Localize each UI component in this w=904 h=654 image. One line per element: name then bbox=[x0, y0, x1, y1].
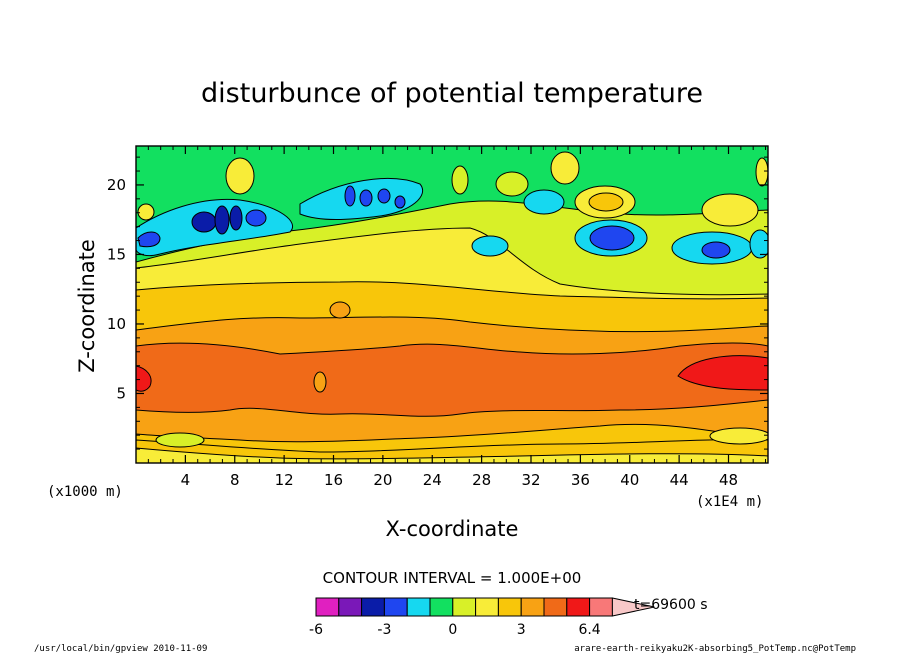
x-tick-label: 16 bbox=[324, 471, 343, 489]
colorbar-tick-label: 0 bbox=[448, 622, 457, 638]
x-tick-label: 4 bbox=[181, 471, 191, 489]
y-axis-title: Z-coordinate bbox=[75, 239, 99, 373]
x-tick-label: 36 bbox=[571, 471, 590, 489]
neg-mid-1 bbox=[344, 185, 356, 207]
bottom-blob-right bbox=[709, 427, 768, 445]
colorbar-cell bbox=[383, 597, 408, 617]
neg-cluster-3 bbox=[229, 205, 243, 231]
colorbar: -6 -3 0 3 6.4 bbox=[309, 597, 655, 638]
pos-top-5 bbox=[225, 157, 255, 195]
contour-interval: CONTOUR INTERVAL = 1.000E+00 bbox=[323, 569, 582, 587]
x-tick-label: 32 bbox=[521, 471, 540, 489]
pos-mid-1 bbox=[329, 301, 351, 319]
neg-cluster-2 bbox=[214, 205, 230, 235]
colorbar-cell bbox=[589, 597, 613, 617]
colorbar-cell bbox=[497, 597, 522, 617]
pos-top-7 bbox=[137, 203, 155, 221]
pos-top-6 bbox=[451, 165, 469, 195]
core-dip bbox=[313, 371, 327, 393]
colorbar-tick-label: 6.4 bbox=[578, 622, 600, 638]
neg-left-core bbox=[137, 231, 161, 248]
neg-mid-4 bbox=[394, 195, 406, 209]
colorbar-cell bbox=[338, 597, 363, 617]
footer-right: arare-earth-reikyaku2K-absorbing5_PotTem… bbox=[574, 644, 856, 654]
time-label: t=69600 s bbox=[634, 597, 708, 613]
x-tick-label: 48 bbox=[719, 471, 738, 489]
colorbar-cell bbox=[520, 597, 545, 617]
colorbar-tick-label: -3 bbox=[377, 622, 391, 638]
y-tick-label: 20 bbox=[107, 176, 126, 194]
x-tick-label: 24 bbox=[423, 471, 442, 489]
colorbar-cell bbox=[543, 597, 568, 617]
colorbar-arrow bbox=[611, 597, 655, 617]
x-tick-label: 20 bbox=[373, 471, 392, 489]
colorbar-cell bbox=[429, 597, 454, 617]
colorbar-tick-label: 3 bbox=[517, 622, 526, 638]
chart-title: disturbunce of potential temperature bbox=[201, 78, 703, 109]
neg-mid-3 bbox=[377, 188, 391, 204]
y-tick-label: 15 bbox=[107, 245, 126, 263]
neg-mid-2 bbox=[359, 189, 373, 207]
colorbar-cell bbox=[315, 597, 340, 617]
colorbar-cell bbox=[566, 597, 591, 617]
plot-frame bbox=[135, 145, 769, 464]
neg-cluster-4 bbox=[245, 209, 267, 227]
x-scale-note: (x1E4 m) bbox=[696, 494, 763, 510]
bottom-blob-left bbox=[155, 432, 205, 448]
neg-right-b bbox=[523, 189, 565, 215]
colorbar-tick-label: -6 bbox=[309, 622, 323, 638]
max-left bbox=[136, 365, 152, 392]
max-right bbox=[677, 355, 768, 391]
y-tick-label: 5 bbox=[116, 384, 126, 402]
x-tick-label: 12 bbox=[275, 471, 294, 489]
neg-right-c-core bbox=[701, 241, 731, 259]
contour-field bbox=[136, 146, 768, 463]
x-axis-title: X-coordinate bbox=[386, 517, 519, 541]
pos-top-3 bbox=[550, 151, 580, 185]
colorbar-cell bbox=[406, 597, 431, 617]
neg-right-e bbox=[749, 229, 768, 259]
footer-left: /usr/local/bin/gpview 2010-11-09 bbox=[34, 644, 207, 654]
pos-top-4 bbox=[495, 171, 529, 197]
colorbar-cell bbox=[475, 597, 499, 617]
neg-cluster-1 bbox=[191, 211, 217, 233]
x-tick-label: 8 bbox=[230, 471, 240, 489]
x-unit-label: (x1000 m) bbox=[47, 484, 123, 500]
neg-right-d bbox=[471, 235, 509, 257]
pos-top-2 bbox=[701, 193, 759, 227]
pos-top-8 bbox=[755, 157, 768, 187]
x-axis-ticks: 4 8 12 16 20 24 28 32 36 40 44 48 bbox=[147, 146, 767, 489]
neg-right-a-core bbox=[589, 225, 635, 251]
x-tick-label: 28 bbox=[472, 471, 491, 489]
band-core bbox=[136, 342, 768, 417]
pos-top-1b bbox=[588, 192, 624, 212]
y-tick-label: 10 bbox=[107, 315, 126, 333]
x-tick-label: 40 bbox=[620, 471, 639, 489]
y-axis-ticks: 5 10 15 20 bbox=[107, 156, 768, 450]
x-tick-label: 44 bbox=[670, 471, 689, 489]
colorbar-cell bbox=[452, 597, 477, 617]
colorbar-cell bbox=[361, 597, 385, 617]
